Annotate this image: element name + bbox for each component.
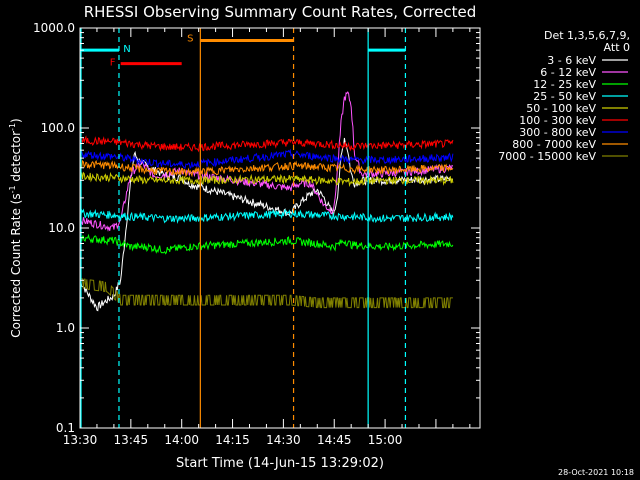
flag-label: N bbox=[123, 44, 130, 55]
y-tick-label: 10.0 bbox=[48, 221, 75, 235]
legend-label: 7000 - 15000 keV bbox=[498, 150, 596, 163]
legend-label: 25 - 50 keV bbox=[533, 90, 596, 103]
y-tick-label: 1.0 bbox=[56, 321, 75, 335]
y-tick-label: 0.1 bbox=[56, 421, 75, 435]
y-axis-label: Corrected Count Rate (s-1 detector-1) bbox=[8, 118, 23, 337]
x-tick-label: 14:45 bbox=[317, 433, 352, 447]
legend-header-attenuator: Att 0 bbox=[604, 41, 630, 54]
series-line bbox=[80, 148, 454, 169]
series-line bbox=[80, 233, 454, 255]
series-line bbox=[80, 135, 454, 153]
legend-label: 12 - 25 keV bbox=[533, 78, 596, 91]
x-tick-label: 14:30 bbox=[266, 433, 301, 447]
x-axis: 13:30 13:45 14:00 14:15 14:30 14:45 15:00 bbox=[63, 28, 471, 447]
x-tick-label: 14:15 bbox=[215, 433, 250, 447]
series-line bbox=[80, 208, 454, 224]
legend-label: 3 - 6 keV bbox=[547, 54, 596, 67]
x-tick-label: 15:00 bbox=[368, 433, 403, 447]
y-tick-label: 1000.0 bbox=[33, 21, 75, 35]
series-line bbox=[80, 159, 454, 178]
y-axis-label-end: ) bbox=[9, 118, 23, 123]
flag-label: F bbox=[110, 58, 116, 69]
y-axis-label-main: Corrected Count Rate (s bbox=[9, 193, 23, 337]
series-layer bbox=[80, 91, 454, 312]
y-axis-label-sup2: -1 bbox=[8, 123, 17, 131]
y-axis-label-mid: detector bbox=[9, 131, 23, 186]
footer-date: 28-Oct-2021 10:18 bbox=[558, 468, 634, 477]
y-axis: 1000.0 100.0 10.0 1.0 0.1 bbox=[33, 21, 480, 435]
y-axis-label-sup1: -1 bbox=[8, 185, 17, 193]
legend-header-detectors: Det 1,3,5,6,7,9, bbox=[544, 29, 630, 42]
series-line bbox=[80, 278, 453, 309]
legend-label: 50 - 100 keV bbox=[526, 102, 596, 115]
y-tick-label: 100.0 bbox=[41, 121, 75, 135]
legend-label: 800 - 7000 keV bbox=[512, 138, 596, 151]
x-axis-label: Start Time (14-Jun-15 13:29:02) bbox=[176, 456, 384, 471]
chart-title: RHESSI Observing Summary Count Rates, Co… bbox=[84, 3, 477, 21]
x-tick-label: 14:00 bbox=[164, 433, 199, 447]
x-tick-label: 13:45 bbox=[114, 433, 149, 447]
legend-label: 6 - 12 keV bbox=[540, 66, 596, 79]
legend-label: 300 - 800 keV bbox=[519, 126, 596, 139]
series-line bbox=[80, 171, 454, 188]
x-tick-label: 13:30 bbox=[63, 433, 98, 447]
legend-label: 100 - 300 keV bbox=[519, 114, 596, 127]
flag-label: S bbox=[187, 33, 193, 44]
series-line bbox=[80, 91, 454, 232]
